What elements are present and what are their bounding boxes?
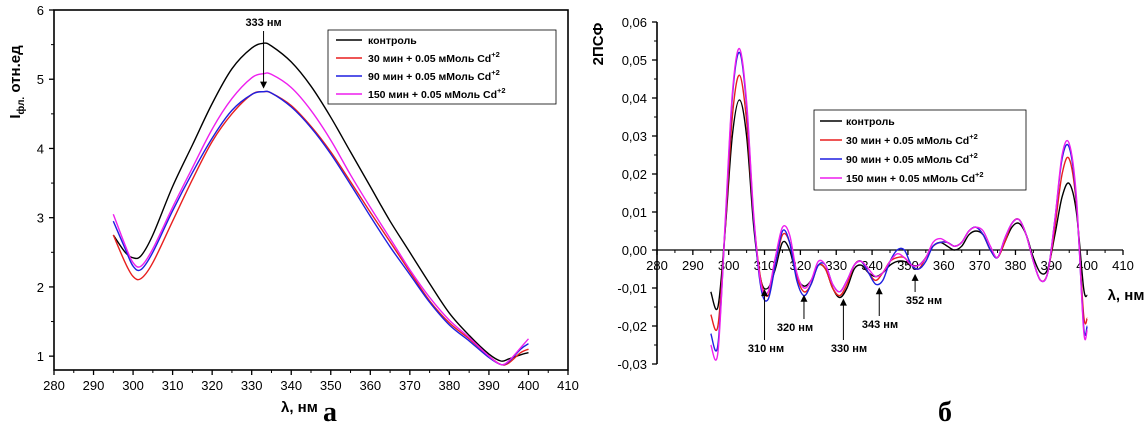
x-tick-label-b: 330 <box>825 258 847 273</box>
legend-entry-sup-a: +2 <box>497 86 506 95</box>
legend-entry-a-2: 90 мин + 0.05 мМоль Cd+2 <box>368 68 500 83</box>
legend-entry-name-a: 90 мин + 0.05 мМоль Cd <box>368 71 491 83</box>
x-tick-label-a: 410 <box>557 378 579 393</box>
annotation-label-b-1: 320 нм <box>777 322 813 334</box>
x-tick-label-a: 370 <box>399 378 421 393</box>
annotation-label-b-3: 343 нм <box>862 319 898 331</box>
x-axis-label-b: λ, нм <box>1108 287 1145 304</box>
y-tick-label-b: 0,04 <box>622 91 647 106</box>
legend-entry-sup-a: +2 <box>491 50 500 59</box>
y-tick-label-b: -0,02 <box>617 319 647 334</box>
legend-entry-b-0: контроль <box>846 116 895 128</box>
legend-entry-b-1: 30 мин + 0.05 мМоль Cd+2 <box>846 132 978 147</box>
y-tick-label-a: 2 <box>37 280 44 295</box>
legend-entry-sup-b: +2 <box>969 151 978 160</box>
x-tick-label-b: 290 <box>682 258 704 273</box>
y-axis-label-rest-a: отн.ед <box>7 45 24 97</box>
legend-entry-a-1: 30 мин + 0.05 мМоль Cd+2 <box>368 50 500 65</box>
y-tick-label-a: 1 <box>37 349 44 364</box>
annotation-arrowhead-b <box>839 298 847 306</box>
legend-entry-name-b: 150 мин + 0.05 мМоль Cd <box>846 173 975 185</box>
annotation-arrowhead-b <box>761 289 769 297</box>
legend-entry-b-2: 90 мин + 0.05 мМоль Cd+2 <box>846 151 978 166</box>
series-line-a-0 <box>112 42 529 362</box>
y-tick-label-b: 0,02 <box>622 167 647 182</box>
x-tick-label-a: 320 <box>201 378 223 393</box>
y-tick-label-a: 5 <box>37 72 44 87</box>
legend-entry-name-b: контроль <box>846 116 895 128</box>
panel-label-a: а <box>323 397 337 428</box>
y-axis-label-main-a: I <box>7 114 24 118</box>
x-axis-label-a: λ, нм <box>281 399 318 416</box>
legend-entry-a-3: 150 мин + 0.05 мМоль Cd+2 <box>368 86 506 101</box>
x-tick-label-b: 390 <box>1040 258 1062 273</box>
legend-entry-b-3: 150 мин + 0.05 мМоль Cd+2 <box>846 170 984 185</box>
chart-a: 280 290 300 310 320 330 340 350 360 370 380 390 400 4… <box>7 3 579 428</box>
y-axis-label-sub-a: фл. <box>15 97 27 115</box>
legend-box-a <box>327 29 557 105</box>
x-tick-label-a: 300 <box>122 378 144 393</box>
legend-entry-name-a: контроль <box>368 35 417 47</box>
y-tick-label-b: -0,03 <box>617 357 647 372</box>
x-tick-label-a: 400 <box>518 378 540 393</box>
x-tick-label-a: 360 <box>359 378 381 393</box>
x-tick-label-b: 410 <box>1112 258 1134 273</box>
series-line-a-3 <box>112 72 530 366</box>
series-line-b-3 <box>710 47 1088 361</box>
annotation-arrowhead-b <box>875 287 883 295</box>
y-tick-label-b: 0,05 <box>622 53 647 68</box>
chart-b: -0,03 -0,02 -0,01 0,00 0,01 0,02 0,03 0,04 0,05 0… <box>590 15 1144 428</box>
y-tick-label-b: 0,03 <box>622 129 647 144</box>
x-tick-label-a: 350 <box>320 378 342 393</box>
series-line-a-2 <box>112 90 529 366</box>
annotation-label-b-4: 352 нм <box>906 295 942 307</box>
x-tick-label-b: 380 <box>1005 258 1027 273</box>
y-tick-label-b: 0,00 <box>622 243 647 258</box>
y-tick-label-a: 6 <box>37 3 44 18</box>
x-tick-label-b: 360 <box>933 258 955 273</box>
legend-entry-name-a: 30 мин + 0.05 мМоль Cd <box>368 53 491 65</box>
annotation-arrowhead-b <box>800 294 808 302</box>
y-axis-label-a: Iфл. отн.ед <box>7 45 27 119</box>
panel-label-b: б <box>938 397 952 428</box>
y-tick-label-b: 0,06 <box>622 15 647 30</box>
legend-entry-name-a: 150 мин + 0.05 мМоль Cd <box>368 89 497 101</box>
legend-entry-name-b: 90 мин + 0.05 мМоль Cd <box>846 154 969 166</box>
x-tick-label-a: 390 <box>478 378 500 393</box>
x-tick-label-a: 290 <box>83 378 105 393</box>
y-tick-label-b: 0,01 <box>622 205 647 220</box>
legend-entry-sup-b: +2 <box>975 170 984 179</box>
series-line-a-1 <box>112 90 529 366</box>
x-tick-label-b: 370 <box>969 258 991 273</box>
annotation-label-a: 333 нм <box>245 17 281 29</box>
y-axis-label-b: 2ПСФ <box>590 22 607 65</box>
legend-entry-sup-a: +2 <box>491 68 500 77</box>
annotation-arrowhead-b <box>911 273 919 281</box>
legend-entry-name-b: 30 мин + 0.05 мМоль Cd <box>846 135 969 147</box>
series-line-b-2 <box>710 51 1088 352</box>
x-tick-label-a: 330 <box>241 378 263 393</box>
x-tick-label-a: 310 <box>162 378 184 393</box>
legend-entry-sup-b: +2 <box>969 132 978 141</box>
x-tick-label-b: 300 <box>718 258 740 273</box>
x-tick-label-a: 280 <box>43 378 65 393</box>
annotation-label-b-2: 330 нм <box>831 343 867 355</box>
annotation-arrowhead-a <box>260 81 268 89</box>
legend-entry-a-0: контроль <box>368 35 417 47</box>
annotation-label-b-0: 310 нм <box>748 343 784 355</box>
legend-box-b <box>813 109 1027 191</box>
y-tick-label-b: -0,01 <box>617 281 647 296</box>
x-tick-label-a: 340 <box>280 378 302 393</box>
x-tick-label-a: 380 <box>439 378 461 393</box>
x-tick-label-b: 280 <box>646 258 668 273</box>
y-tick-label-a: 4 <box>37 141 44 156</box>
y-tick-label-a: 3 <box>37 211 44 226</box>
